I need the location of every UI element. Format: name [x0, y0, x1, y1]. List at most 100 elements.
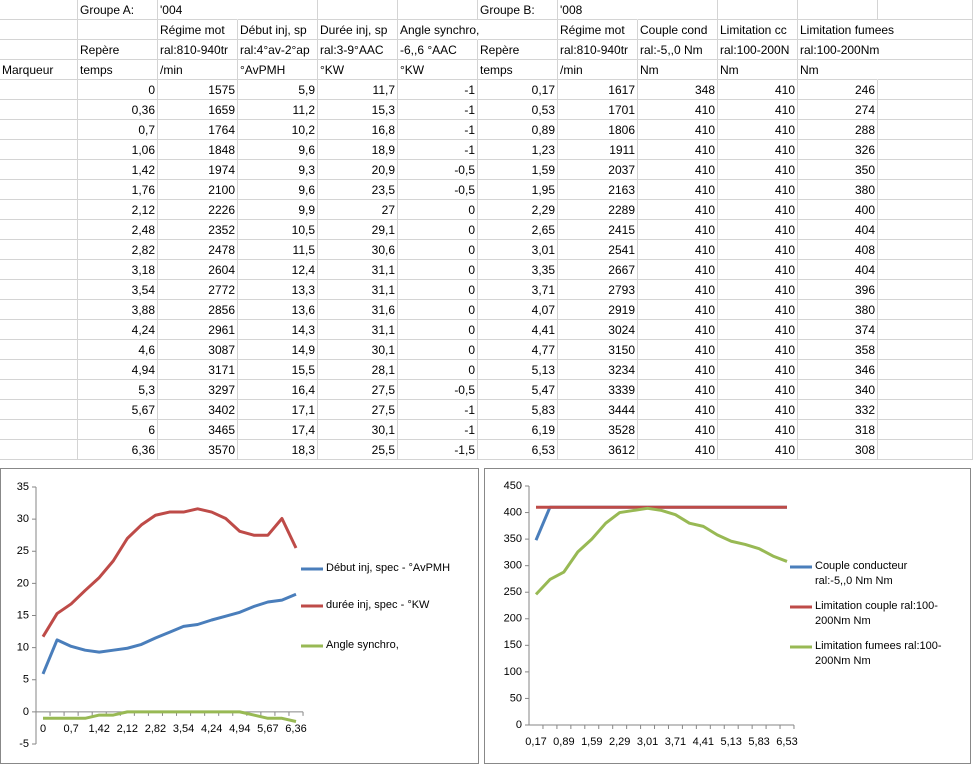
cell[interactable]: -1 — [398, 140, 478, 160]
cell[interactable]: 1848 — [158, 140, 238, 160]
cell[interactable]: 4,24 — [78, 320, 158, 340]
cell[interactable]: 3402 — [158, 400, 238, 420]
cell[interactable] — [718, 0, 798, 20]
cell[interactable]: 346 — [798, 360, 878, 380]
cell[interactable]: 20,9 — [318, 160, 398, 180]
cell[interactable]: 5,3 — [78, 380, 158, 400]
cell[interactable]: 410 — [718, 400, 798, 420]
cell[interactable]: 27 — [318, 200, 398, 220]
cell[interactable]: 4,6 — [78, 340, 158, 360]
cell[interactable]: 410 — [638, 380, 718, 400]
cell[interactable]: 1,06 — [78, 140, 158, 160]
cell[interactable]: 25,5 — [318, 440, 398, 460]
cell[interactable] — [878, 280, 973, 300]
cell[interactable]: -1 — [398, 400, 478, 420]
cell[interactable]: 410 — [718, 140, 798, 160]
cell[interactable]: 3528 — [558, 420, 638, 440]
cell[interactable]: Régime mot — [158, 20, 238, 40]
cell[interactable]: 2667 — [558, 260, 638, 280]
cell[interactable]: 9,6 — [238, 140, 318, 160]
cell[interactable]: 0,36 — [78, 100, 158, 120]
cell[interactable]: 3444 — [558, 400, 638, 420]
cell[interactable]: 410 — [638, 200, 718, 220]
cell[interactable] — [878, 340, 973, 360]
cell[interactable]: 3,71 — [478, 280, 558, 300]
cell[interactable]: 2037 — [558, 160, 638, 180]
cell[interactable]: 410 — [718, 160, 798, 180]
cell[interactable] — [878, 260, 973, 280]
cell[interactable]: 408 — [798, 240, 878, 260]
cell[interactable]: 30,1 — [318, 420, 398, 440]
cell[interactable]: 318 — [798, 420, 878, 440]
cell[interactable]: 0 — [398, 280, 478, 300]
cell[interactable]: temps — [478, 60, 558, 80]
cell[interactable] — [0, 20, 78, 40]
cell[interactable]: 410 — [718, 280, 798, 300]
cell[interactable] — [878, 400, 973, 420]
cell[interactable]: 410 — [638, 180, 718, 200]
cell[interactable]: -0,5 — [398, 380, 478, 400]
cell[interactable]: 308 — [798, 440, 878, 460]
cell[interactable] — [798, 0, 878, 20]
cell[interactable]: 11,7 — [318, 80, 398, 100]
cell[interactable]: 0 — [398, 200, 478, 220]
cell[interactable]: 1,95 — [478, 180, 558, 200]
cell[interactable] — [878, 440, 973, 460]
cell[interactable]: 12,4 — [238, 260, 318, 280]
cell[interactable]: 340 — [798, 380, 878, 400]
cell[interactable]: 3,01 — [478, 240, 558, 260]
cell[interactable] — [238, 0, 318, 20]
cell[interactable] — [878, 240, 973, 260]
cell[interactable] — [0, 440, 78, 460]
cell[interactable]: 2772 — [158, 280, 238, 300]
cell[interactable] — [0, 180, 78, 200]
cell[interactable] — [878, 0, 973, 20]
cell[interactable]: 410 — [718, 340, 798, 360]
cell[interactable]: 13,3 — [238, 280, 318, 300]
cell[interactable]: 1617 — [558, 80, 638, 100]
cell[interactable] — [0, 220, 78, 240]
cell[interactable]: ral:810-940tr — [558, 40, 638, 60]
cell[interactable]: 396 — [798, 280, 878, 300]
cell[interactable]: 410 — [718, 120, 798, 140]
cell[interactable]: 326 — [798, 140, 878, 160]
cell[interactable]: 0,17 — [478, 80, 558, 100]
cell[interactable]: 2,65 — [478, 220, 558, 240]
cell[interactable] — [0, 0, 78, 20]
cell[interactable]: 410 — [718, 180, 798, 200]
cell[interactable]: -0,5 — [398, 160, 478, 180]
cell[interactable]: 410 — [718, 440, 798, 460]
cell[interactable]: 4,94 — [78, 360, 158, 380]
cell[interactable]: 410 — [638, 160, 718, 180]
cell[interactable]: 3,18 — [78, 260, 158, 280]
cell[interactable] — [0, 80, 78, 100]
cell[interactable]: 410 — [638, 100, 718, 120]
cell[interactable] — [638, 0, 718, 20]
cell[interactable]: 4,41 — [478, 320, 558, 340]
cell[interactable] — [0, 360, 78, 380]
cell[interactable]: 410 — [638, 300, 718, 320]
cell[interactable]: 410 — [718, 220, 798, 240]
cell[interactable]: 11,5 — [238, 240, 318, 260]
cell[interactable]: 3087 — [158, 340, 238, 360]
cell[interactable] — [878, 40, 973, 60]
cell[interactable]: 2,82 — [78, 240, 158, 260]
cell[interactable]: 14,3 — [238, 320, 318, 340]
cell[interactable] — [878, 100, 973, 120]
cell[interactable] — [0, 200, 78, 220]
cell[interactable]: 380 — [798, 180, 878, 200]
cell[interactable]: 2100 — [158, 180, 238, 200]
cell[interactable]: 1974 — [158, 160, 238, 180]
cell[interactable]: 2541 — [558, 240, 638, 260]
cell[interactable]: Repère — [478, 40, 558, 60]
cell[interactable]: 0,53 — [478, 100, 558, 120]
cell[interactable]: 5,13 — [478, 360, 558, 380]
cell[interactable]: 246 — [798, 80, 878, 100]
cell[interactable]: 1911 — [558, 140, 638, 160]
cell[interactable] — [0, 140, 78, 160]
cell[interactable]: 5,47 — [478, 380, 558, 400]
cell[interactable]: 410 — [718, 320, 798, 340]
cell[interactable] — [0, 280, 78, 300]
cell[interactable]: 6,19 — [478, 420, 558, 440]
cell[interactable]: 410 — [638, 120, 718, 140]
